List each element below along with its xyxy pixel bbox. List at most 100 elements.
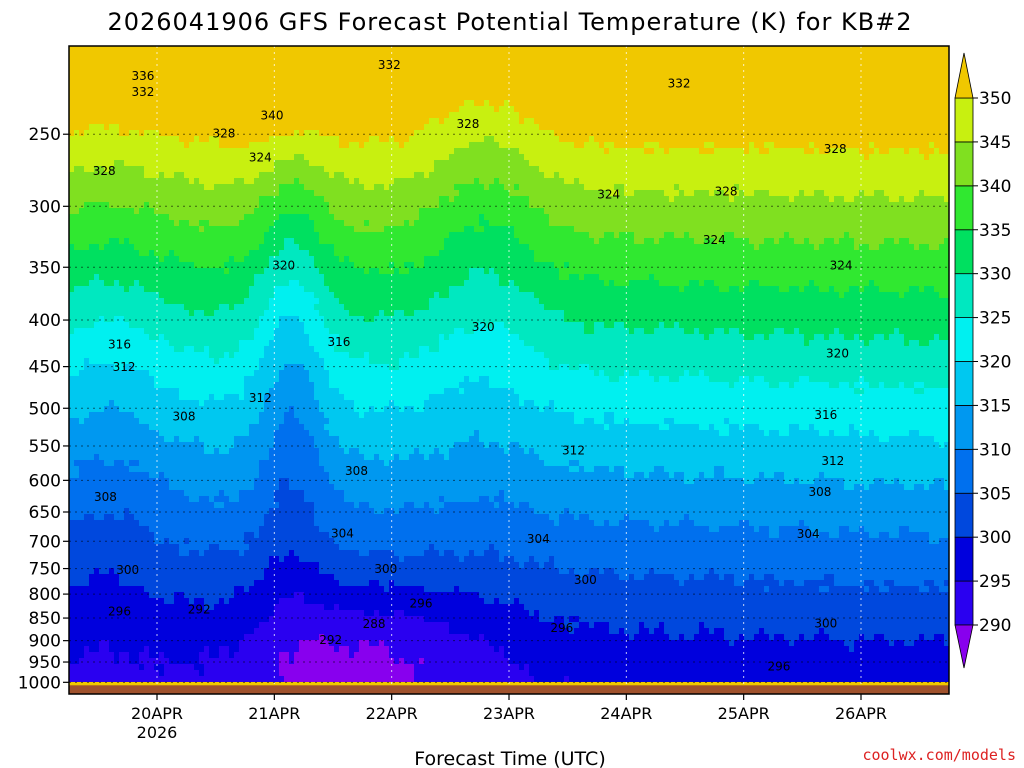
fill-cell [429,172,545,179]
fill-cell [279,316,300,323]
fill-cell [304,286,330,293]
fill-cell [74,460,105,467]
fill-cell [79,208,135,215]
fill-cell [579,460,949,467]
fill-cell [309,370,330,377]
fill-cell [204,598,220,605]
fill-cell [454,442,485,449]
fill-cell [274,436,315,443]
fill-cell [214,502,225,509]
fill-cell [254,280,290,287]
colorbar-swatch [954,448,974,494]
fill-cell [189,550,200,557]
fill-cell [384,586,390,593]
fill-cell [654,376,660,383]
fill-cell [709,628,715,635]
fill-cell [859,376,865,383]
fill-cell [469,634,480,641]
fill-cell [859,526,865,533]
fill-cell [534,448,949,455]
fill-cell [134,208,140,215]
fill-cell [479,430,720,437]
fill-cell [124,238,130,245]
fill-cell [364,142,400,149]
fill-cell [379,454,395,461]
fill-cell [199,658,280,665]
fill-cell [439,346,535,353]
fill-cell [409,454,425,461]
fill-cell [529,502,949,509]
fill-cell [339,442,455,449]
fill-cell [614,418,625,425]
fill-cell [769,430,780,437]
fill-cell [144,286,250,293]
fill-cell [559,568,570,575]
fill-cell [724,190,740,197]
fill-cell [354,226,385,233]
fill-cell [319,310,350,317]
fill-cell [274,220,315,227]
fill-cell [679,634,685,641]
fill-cell [704,622,949,629]
fill-cell [469,142,500,149]
fill-cell [204,448,215,455]
fill-cell [419,208,545,215]
fill-cell [69,586,145,593]
fill-cell [429,298,540,305]
x-tick-label: 25APR [718,704,770,723]
fill-cell [729,328,740,335]
fill-cell [174,346,185,353]
fill-cell [679,322,949,329]
colorbar-label: 295 [979,572,1011,592]
fill-cell [209,646,220,653]
fill-cell [569,274,580,281]
fill-cell [609,520,620,527]
fill-cell [69,646,85,653]
fill-cell [259,532,330,539]
fill-cell [629,328,635,335]
contour-label: 312 [562,444,585,458]
fill-cell [144,202,150,209]
fill-cell [194,598,205,605]
fill-cell [689,280,700,287]
fill-cell [84,130,120,137]
fill-cell [589,232,605,239]
fill-cell [124,508,130,515]
fill-cell [739,328,775,335]
fill-cell [414,664,520,671]
contour-label: 292 [319,633,342,647]
fill-cell [824,628,949,635]
fill-cell [139,130,145,137]
fill-cell [229,304,235,311]
fill-cell [129,508,270,515]
fill-cell [484,268,490,275]
fill-cell [544,562,555,569]
fill-cell [794,580,805,587]
fill-cell [69,478,170,485]
fill-cell [614,322,625,329]
fill-cell [534,556,550,563]
fill-cell [649,472,670,479]
fill-cell [794,382,830,389]
fill-cell [399,658,405,665]
fill-cell [474,100,485,107]
fill-cell [899,196,905,203]
fill-cell [279,190,315,197]
fill-cell [209,652,220,659]
fill-cell [564,316,949,323]
fill-cell [874,280,949,287]
fill-cell [69,70,949,77]
fill-cell [484,442,490,449]
fill-cell [819,628,825,635]
fill-cell [304,130,320,137]
fill-cell [229,652,235,659]
fill-cell [384,310,395,317]
fill-cell [944,634,949,641]
fill-cell [694,520,740,527]
fill-cell [269,508,315,515]
fill-cell [744,424,760,431]
fill-cell [364,316,375,323]
fill-cell [69,670,160,677]
fill-cell [184,142,190,149]
fill-cell [314,382,330,389]
